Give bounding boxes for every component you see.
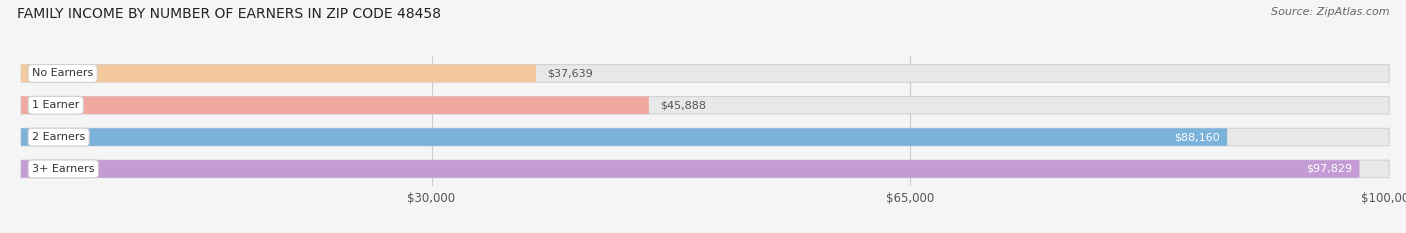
FancyBboxPatch shape [21,128,1389,146]
Text: 3+ Earners: 3+ Earners [32,164,94,174]
FancyBboxPatch shape [21,96,648,114]
Text: 2 Earners: 2 Earners [32,132,86,142]
Text: $88,160: $88,160 [1174,132,1220,142]
Text: FAMILY INCOME BY NUMBER OF EARNERS IN ZIP CODE 48458: FAMILY INCOME BY NUMBER OF EARNERS IN ZI… [17,7,441,21]
Text: 1 Earner: 1 Earner [32,100,79,110]
FancyBboxPatch shape [21,160,1360,178]
Text: Source: ZipAtlas.com: Source: ZipAtlas.com [1271,7,1389,17]
FancyBboxPatch shape [21,65,1389,82]
Text: $97,829: $97,829 [1306,164,1353,174]
FancyBboxPatch shape [21,160,1389,178]
Text: No Earners: No Earners [32,69,93,79]
Text: $45,888: $45,888 [659,100,706,110]
FancyBboxPatch shape [21,96,1389,114]
FancyBboxPatch shape [21,65,536,82]
FancyBboxPatch shape [21,128,1227,146]
Text: $37,639: $37,639 [547,69,593,79]
